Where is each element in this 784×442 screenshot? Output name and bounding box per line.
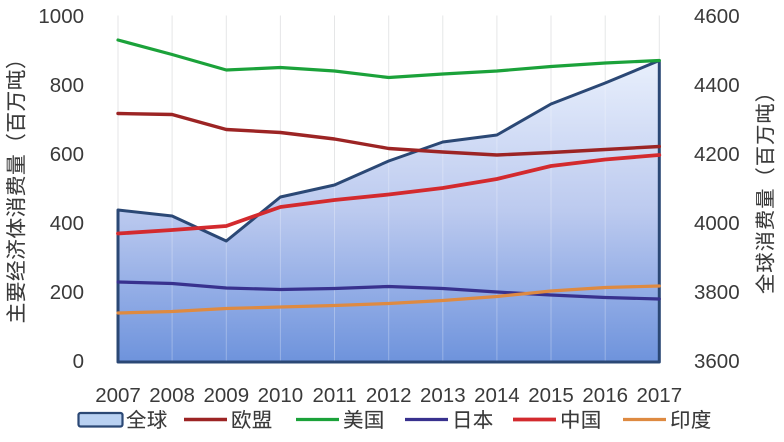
svg-text:200: 200: [50, 281, 84, 304]
svg-text:2008: 2008: [149, 384, 195, 407]
svg-text:400: 400: [50, 212, 84, 235]
svg-text:2013: 2013: [420, 384, 466, 407]
svg-text:4000: 4000: [694, 212, 740, 235]
svg-text:800: 800: [50, 74, 84, 97]
svg-text:600: 600: [50, 143, 84, 166]
svg-text:3600: 3600: [694, 350, 740, 373]
svg-text:1000: 1000: [38, 5, 84, 28]
svg-text:4200: 4200: [694, 143, 740, 166]
svg-text:4600: 4600: [694, 5, 740, 28]
svg-text:2017: 2017: [636, 384, 682, 407]
svg-text:4400: 4400: [694, 74, 740, 97]
svg-text:3800: 3800: [694, 281, 740, 304]
svg-text:0: 0: [73, 350, 84, 373]
svg-text:2011: 2011: [312, 384, 356, 407]
svg-text:2015: 2015: [528, 384, 574, 407]
svg-text:2007: 2007: [95, 384, 141, 407]
svg-text:2014: 2014: [474, 384, 520, 407]
svg-text:2012: 2012: [366, 384, 412, 407]
svg-text:2016: 2016: [582, 384, 628, 407]
svg-text:2010: 2010: [258, 384, 304, 407]
svg-text:2009: 2009: [203, 384, 249, 407]
